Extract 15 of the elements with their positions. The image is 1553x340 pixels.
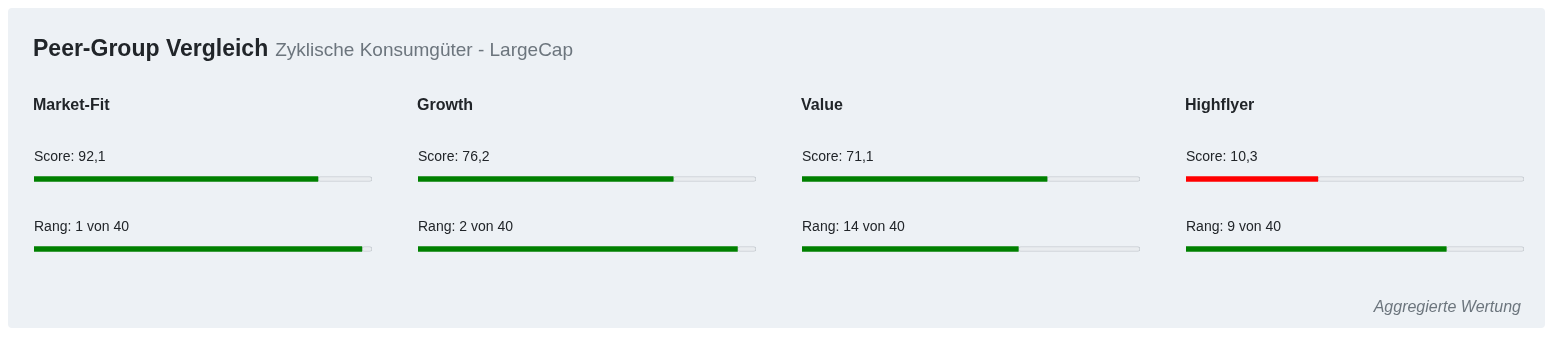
text: Peer-Group Vergleich [33,35,269,61]
y-tick-label: Rang: 14 von 40 [802,218,905,234]
y-tick-label: Score: 76,2 [418,148,490,164]
text: Aggregierte Wertung [1373,298,1521,316]
chart-title: Highflyer [1185,96,1256,115]
y-tick-label: Rang: 1 von 40 [34,218,130,234]
y-tick-label: Rang: 2 von 40 [418,218,514,234]
chart-title: Market-Fit [33,96,111,115]
y-tick-label: Rang: 9 von 40 [1186,218,1282,234]
y-tick-label: Score: 92,1 [34,148,106,164]
y-tick-label: Score: 71,1 [802,148,874,164]
text: Zyklische Konsumgüter - LargeCap [275,39,574,60]
chart-title: Growth [417,96,474,115]
chart-title: Value [801,96,844,115]
y-tick-label: Score: 10,3 [1186,148,1258,164]
